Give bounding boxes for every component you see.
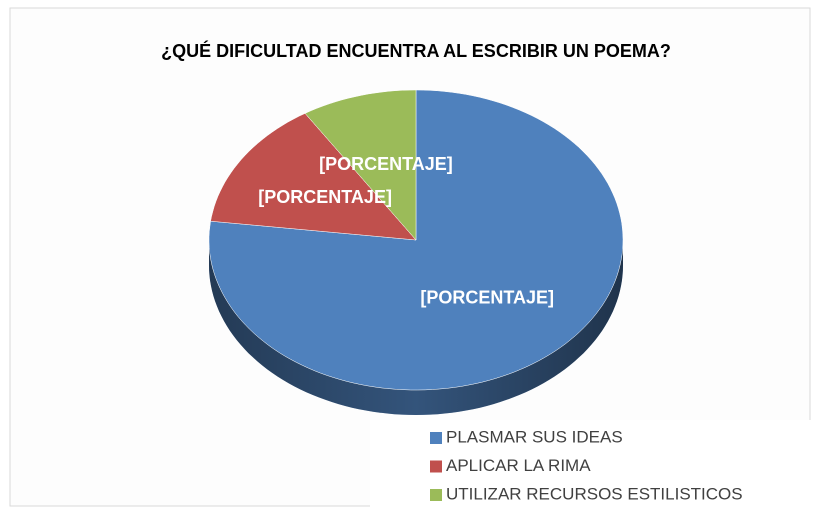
data-label: [PORCENTAJE]	[420, 287, 554, 307]
legend-swatch	[430, 432, 442, 444]
legend: PLASMAR SUS IDEAS APLICAR LA RIMA UTILIZAR…	[430, 427, 743, 503]
data-label: [PORCENTAJE]	[319, 154, 453, 174]
legend-swatch	[430, 460, 442, 473]
legend-label: APLICAR LA RIMA	[446, 456, 591, 475]
pie-slice	[304, 89, 417, 241]
pie: [PORCENTAJE] [PORCENTAJE] [PORCENTAJE]	[208, 89, 624, 415]
legend-label: PLASMAR SUS IDEAS	[446, 427, 623, 446]
legend-label: UTILIZAR RECURSOS ESTILISTICOS	[446, 484, 743, 503]
pie-side-shade	[209, 240, 623, 415]
legend-box	[370, 420, 815, 508]
pie-slice	[210, 113, 417, 241]
chart-title: ¿QUÉ DIFICULTAD ENCUENTRA AL ESCRIBIR UN…	[161, 40, 671, 61]
legend-swatch	[430, 489, 442, 501]
data-label: [PORCENTAJE]	[258, 187, 392, 207]
